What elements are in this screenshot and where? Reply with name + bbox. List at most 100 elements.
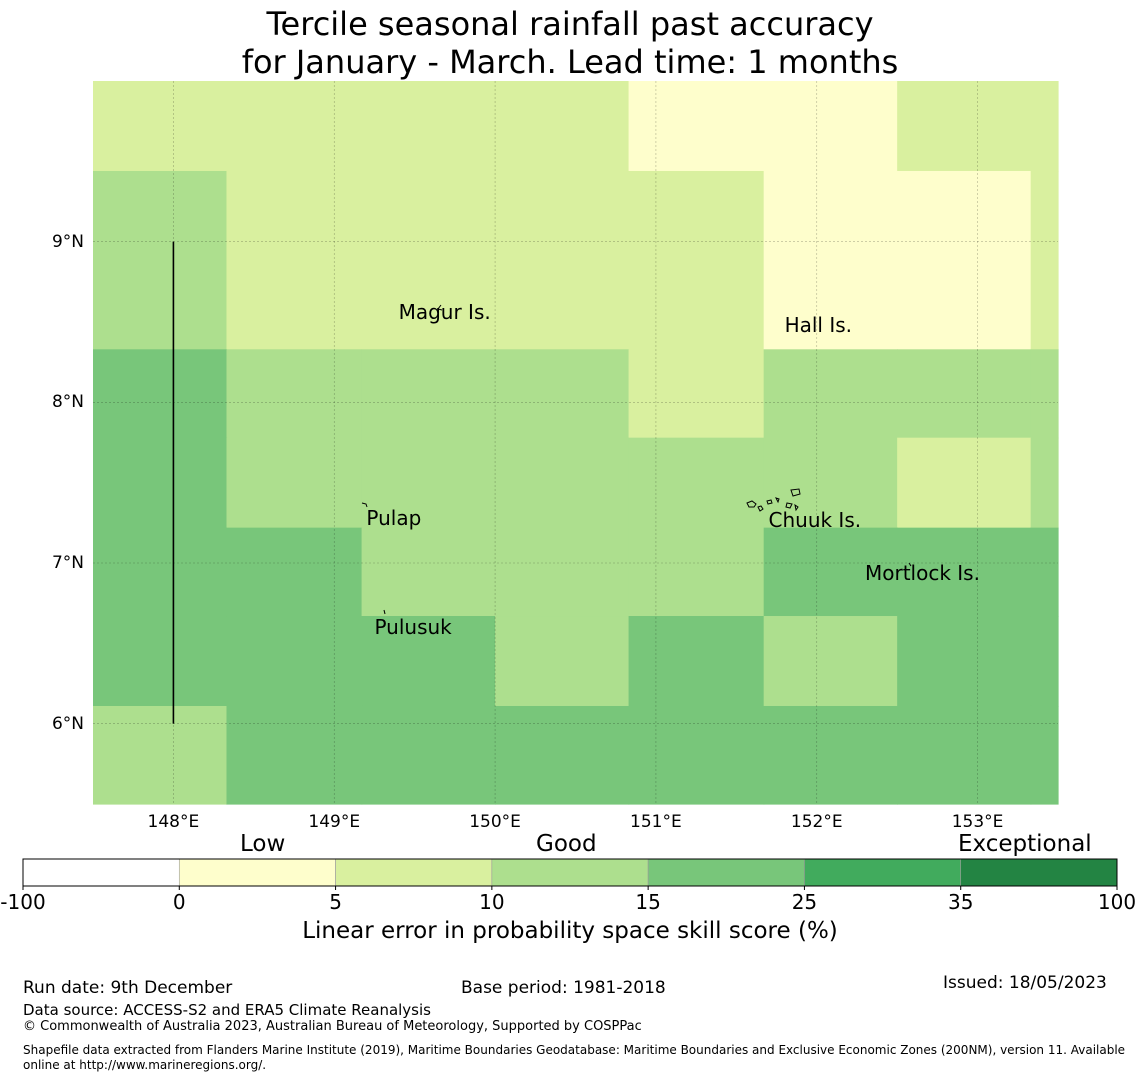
- lon-tick-label: 153°E: [951, 812, 1004, 832]
- skill-cell: [361, 527, 496, 617]
- skill-cell: [495, 437, 630, 529]
- colorbar-tick-label: 0: [172, 890, 186, 914]
- category-exceptional: Exceptional: [958, 831, 1092, 857]
- colorbar-segment: [491, 858, 649, 887]
- colorbar-title: Linear error in probability space skill …: [302, 918, 838, 944]
- skill-cell: [763, 437, 898, 529]
- skill-cell: [628, 705, 765, 805]
- colorbar-tick-label: 35: [947, 890, 974, 914]
- graticule: [93, 81, 1058, 804]
- skill-cell: [93, 616, 228, 707]
- colorbar-segment: [22, 858, 180, 887]
- skill-cell: [226, 437, 363, 529]
- colorbar-tick-label: 10: [479, 890, 505, 914]
- mortlock-island-outline: [908, 562, 912, 567]
- skill-cell: [361, 349, 496, 439]
- skill-cell: [897, 349, 1032, 439]
- skill-cell: [93, 705, 228, 805]
- lon-tick-label: 152°E: [790, 812, 843, 832]
- skill-cell: [361, 170, 496, 350]
- lat-tick-label: 7°N: [51, 553, 84, 573]
- magur-island-outline: [437, 304, 443, 311]
- skill-cell: [226, 349, 363, 439]
- shapefile-credit-line2: online at http://www.marineregions.org/.: [23, 1058, 267, 1072]
- place-label: Chuuk Is.: [768, 507, 862, 532]
- skill-cell: [495, 527, 630, 617]
- map-title-line2: for January - March. Lead time: 1 months: [241, 43, 899, 81]
- pulusuk-island-outline: [383, 609, 386, 615]
- copyright-notice: © Commonwealth of Australia 2023, Austra…: [23, 1019, 642, 1034]
- category-good: Good: [536, 831, 597, 857]
- place-label: Pulusuk: [374, 615, 452, 640]
- place-label: Mortlock Is.: [865, 560, 980, 585]
- skill-cell: [897, 170, 1032, 350]
- colorbar-tick-label: 100: [1097, 890, 1137, 914]
- skill-cell: [226, 81, 363, 172]
- skill-cell: [1030, 616, 1059, 707]
- skill-cell: [495, 705, 630, 805]
- skill-cell: [628, 81, 765, 172]
- category-low: Low: [240, 831, 286, 857]
- skill-cell: [763, 705, 898, 805]
- lat-tick-label: 9°N: [51, 231, 84, 252]
- colorbar-tick-label: 25: [791, 890, 818, 914]
- skill-cell: [763, 349, 898, 439]
- place-label: Magur Is.: [398, 300, 491, 325]
- skill-cell: [495, 349, 630, 439]
- skill-cell: [628, 349, 765, 439]
- base-period: Base period: 1981-2018: [461, 978, 666, 998]
- colorbar-segment: [960, 858, 1118, 887]
- colorbar-frame: [22, 858, 1118, 887]
- pulap-island-outline: [361, 502, 368, 508]
- colorbar-segment: [335, 858, 493, 887]
- shapefile-credit-line1: Shapefile data extracted from Flanders M…: [23, 1043, 1126, 1057]
- skill-cell: [763, 170, 898, 350]
- skill-cell: [1030, 437, 1059, 529]
- skill-cell: [93, 170, 228, 350]
- skill-cell: [897, 437, 1032, 529]
- place-label: Pulap: [366, 506, 422, 530]
- skill-cell: [763, 81, 898, 172]
- skill-cell: [361, 616, 496, 707]
- run-date: Run date: 9th December: [23, 978, 233, 998]
- lat-tick-label: 6°N: [51, 713, 84, 734]
- skill-cell: [93, 437, 228, 529]
- colorbar-tick-label: 5: [329, 890, 342, 914]
- colorbar-tick-label: 15: [635, 890, 661, 914]
- island-outlines: [361, 304, 912, 615]
- skill-cell: [628, 527, 765, 617]
- skill-cell: [1030, 527, 1059, 617]
- issued-date: Issued: 18/05/2023: [943, 973, 1107, 993]
- skill-grid: [93, 81, 1059, 805]
- skill-cell: [1030, 170, 1059, 350]
- skill-cell: [361, 81, 496, 172]
- skill-cell: [897, 616, 1032, 707]
- lat-tick-label: 8°N: [51, 392, 84, 413]
- skill-cell: [897, 705, 1032, 805]
- skill-cell: [763, 616, 898, 707]
- colorbar: [22, 858, 1118, 890]
- lon-tick-label: 149°E: [308, 812, 361, 832]
- colorbar-tick-label: -100: [0, 890, 46, 914]
- skill-cell: [495, 616, 630, 707]
- skill-cell: [226, 170, 363, 350]
- skill-cell: [93, 527, 228, 617]
- skill-cell: [628, 170, 765, 350]
- skill-cell: [763, 527, 898, 617]
- skill-cell: [495, 81, 630, 172]
- colorbar-segment: [647, 858, 805, 887]
- map-title-line1: Tercile seasonal rainfall past accuracy: [266, 5, 874, 43]
- skill-cell: [361, 705, 496, 805]
- skill-cell: [628, 437, 765, 529]
- data-source: Data source: ACCESS-S2 and ERA5 Climate …: [23, 1001, 431, 1019]
- skill-cell: [226, 705, 363, 805]
- skill-cell: [226, 616, 363, 707]
- place-label: Hall Is.: [784, 313, 853, 338]
- chuuk-island-outline: [746, 488, 801, 512]
- lon-tick-label: 148°E: [147, 812, 200, 832]
- skill-cell: [361, 437, 496, 529]
- skill-cell: [495, 170, 630, 350]
- colorbar-segment: [178, 858, 336, 887]
- skill-cell: [93, 349, 228, 439]
